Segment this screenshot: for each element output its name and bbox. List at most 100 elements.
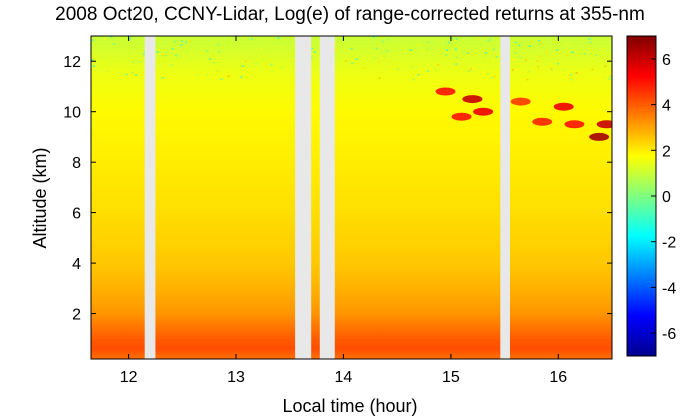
- noise-speckle: [158, 60, 161, 62]
- noise-speckle: [470, 68, 473, 70]
- noise-speckle: [434, 68, 437, 71]
- noise-speckle: [359, 47, 362, 49]
- noise-speckle: [417, 44, 420, 46]
- noise-speckle: [563, 68, 566, 71]
- noise-speckle: [277, 37, 280, 39]
- cloud-feature: [564, 120, 585, 129]
- noise-speckle: [437, 64, 440, 66]
- cloud-feature: [596, 120, 612, 129]
- noise-speckle: [568, 74, 570, 76]
- noise-speckle: [132, 61, 135, 63]
- colorbar-ticks: -6 -4 -2 0 2 4 6: [651, 52, 676, 343]
- noise-speckle: [608, 78, 611, 80]
- noise-speckle: [417, 73, 420, 76]
- noise-speckle: [181, 40, 184, 42]
- noise-speckle: [310, 49, 313, 51]
- noise-speckle: [92, 57, 95, 60]
- noise-speckle: [143, 53, 146, 55]
- noise-speckle: [531, 41, 534, 43]
- noise-speckle: [594, 54, 597, 56]
- noise-speckle: [539, 55, 542, 57]
- noise-speckle: [246, 77, 249, 80]
- noise-speckle: [514, 51, 517, 54]
- noise-speckle: [471, 69, 473, 72]
- plot-background: [91, 36, 612, 359]
- noise-speckle: [215, 70, 218, 72]
- noise-speckle: [135, 74, 138, 76]
- noise-speckle: [610, 75, 612, 78]
- y-tick-label: 12: [63, 54, 81, 71]
- noise-speckle: [496, 39, 499, 41]
- data-gap: [500, 36, 510, 359]
- noise-speckle: [517, 55, 520, 58]
- noise-speckle: [265, 62, 268, 65]
- noise-speckle: [421, 41, 424, 44]
- noise-speckle: [491, 77, 494, 79]
- noise-speckle: [447, 55, 450, 58]
- noise-speckle: [130, 36, 133, 38]
- noise-speckle: [121, 75, 124, 77]
- noise-speckle: [93, 65, 96, 67]
- noise-speckle: [251, 37, 254, 39]
- noise-speckle: [569, 74, 572, 76]
- noise-speckle: [373, 36, 375, 38]
- noise-speckle: [527, 71, 530, 73]
- cloud-layer: [435, 87, 612, 141]
- noise-speckle: [545, 51, 548, 54]
- noise-speckle: [538, 40, 541, 42]
- noise-speckle: [545, 59, 548, 62]
- noise-speckle: [378, 61, 380, 63]
- noise-speckle: [602, 48, 605, 51]
- x-tick-label: 13: [227, 369, 245, 386]
- colorbar-tick-label: -6: [662, 326, 676, 343]
- noise-speckle: [208, 52, 211, 55]
- noise-speckle: [119, 39, 122, 42]
- noise-speckle: [383, 56, 386, 59]
- noise-speckle: [526, 78, 529, 81]
- colorbar-tick-label: 6: [662, 52, 671, 69]
- noise-speckle: [439, 40, 442, 43]
- noise-speckle: [386, 51, 389, 54]
- noise-speckle: [593, 52, 596, 55]
- noise-speckle: [186, 40, 188, 43]
- noise-speckle: [539, 41, 542, 43]
- noise-speckle: [556, 62, 559, 65]
- noise-speckle: [528, 45, 531, 47]
- noise-speckle: [493, 48, 495, 51]
- noise-speckle: [316, 63, 319, 65]
- noise-speckle: [396, 68, 399, 70]
- y-axis-label: Altitude (km): [30, 147, 50, 248]
- noise-speckle: [457, 45, 459, 48]
- noise-speckle: [292, 55, 295, 58]
- noise-speckle: [156, 51, 159, 53]
- noise-speckle: [211, 53, 214, 56]
- noise-speckle: [170, 64, 173, 67]
- noise-speckle: [171, 48, 174, 50]
- noise-speckle: [199, 69, 202, 71]
- noise-speckle: [519, 57, 522, 59]
- noise-speckle: [471, 55, 473, 57]
- cloud-feature: [589, 132, 610, 141]
- noise-speckle: [386, 49, 389, 52]
- plot-frame: [90, 35, 613, 360]
- noise-speckle: [196, 73, 199, 76]
- noise-speckle: [200, 73, 203, 76]
- noise-speckle: [227, 75, 230, 78]
- cloud-feature: [473, 107, 494, 116]
- cloud-feature: [435, 87, 456, 96]
- noise-speckle: [378, 77, 381, 80]
- noise-speckle: [446, 49, 449, 51]
- noise-speckle: [242, 65, 245, 67]
- noise-speckle: [139, 77, 142, 79]
- noise-speckle: [410, 68, 413, 70]
- noise-speckle: [91, 39, 94, 41]
- noise-speckle: [125, 69, 128, 72]
- noise-speckle: [531, 71, 534, 74]
- noise-speckle: [118, 72, 121, 74]
- noise-speckle: [375, 47, 378, 50]
- noise-speckle: [244, 60, 247, 63]
- noise-speckle: [461, 51, 464, 54]
- noise-speckle: [571, 51, 574, 54]
- noise-speckle: [388, 59, 391, 62]
